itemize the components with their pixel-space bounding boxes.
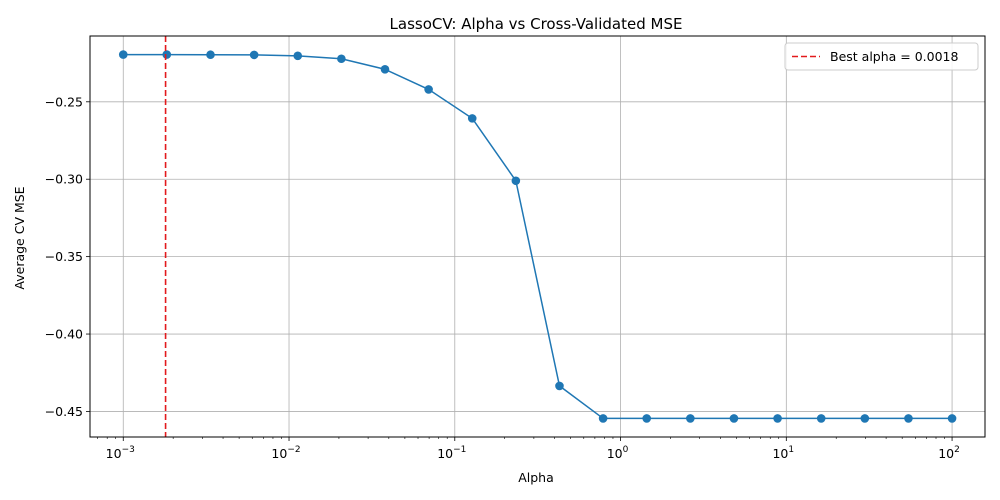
data-point bbox=[555, 381, 564, 391]
data-point bbox=[773, 414, 782, 423]
data-point bbox=[380, 64, 390, 74]
data-point bbox=[686, 414, 695, 423]
data-point bbox=[816, 414, 826, 423]
x-tick-label: 10−1 bbox=[437, 445, 466, 461]
y-tick-label: −0.35 bbox=[45, 249, 83, 264]
data-point bbox=[162, 50, 172, 59]
plot-area bbox=[118, 36, 957, 437]
grid bbox=[90, 36, 985, 437]
axes-frame bbox=[89, 35, 986, 438]
chart-title: LassoCV: Alpha vs Cross-Validated MSE bbox=[390, 15, 683, 33]
data-point bbox=[904, 414, 913, 423]
x-tick-label: 10−2 bbox=[271, 445, 300, 461]
data-point bbox=[860, 414, 870, 423]
data-point bbox=[424, 85, 433, 94]
y-axis-ticks: −0.25 −0.30 −0.35 −0.40 −0.45 bbox=[45, 94, 90, 419]
x-tick-label: 10−3 bbox=[106, 445, 135, 461]
legend-label: Best alpha = 0.0018 bbox=[830, 49, 959, 64]
series-line bbox=[123, 53, 953, 420]
y-tick-label: −0.25 bbox=[45, 94, 83, 109]
data-point bbox=[249, 50, 259, 60]
data-point bbox=[642, 414, 652, 423]
legend: Best alpha = 0.0018 bbox=[784, 42, 979, 71]
y-tick-label: −0.30 bbox=[45, 172, 83, 187]
y-tick-label: −0.40 bbox=[45, 327, 83, 342]
y-tick-label: −0.45 bbox=[45, 404, 83, 419]
data-point bbox=[598, 414, 608, 423]
data-point bbox=[467, 114, 477, 123]
data-point bbox=[293, 51, 303, 61]
x-tick-label: 102 bbox=[938, 445, 960, 461]
legend-box bbox=[784, 42, 979, 71]
x-tick-label: 100 bbox=[607, 445, 629, 461]
data-point bbox=[118, 50, 128, 59]
data-point bbox=[337, 54, 346, 64]
data-point bbox=[947, 414, 957, 423]
data-point bbox=[511, 176, 521, 186]
data-point bbox=[206, 50, 215, 60]
x-axis-label: Alpha bbox=[518, 470, 554, 485]
x-tick-label: 101 bbox=[772, 445, 794, 461]
data-point bbox=[729, 414, 739, 423]
x-axis-ticks: 10−3 10−2 10−1 100 101 102 bbox=[106, 437, 960, 461]
y-axis-label: Average CV MSE bbox=[12, 186, 27, 289]
